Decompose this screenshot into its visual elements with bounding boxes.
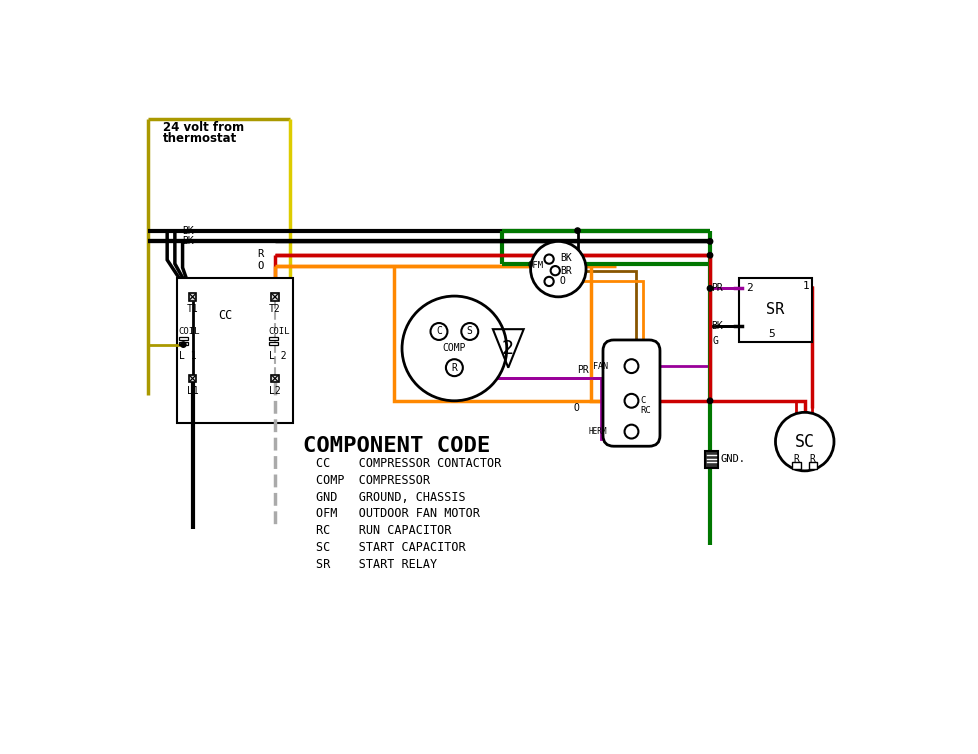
Text: T2: T2 <box>269 304 281 314</box>
Text: GND   GROUND, CHASSIS: GND GROUND, CHASSIS <box>316 491 465 504</box>
Text: L 2: L 2 <box>269 351 287 361</box>
Bar <box>808 461 817 468</box>
Text: COMP  COMPRESSOR: COMP COMPRESSOR <box>316 474 429 486</box>
Text: PR: PR <box>577 365 589 375</box>
Circle shape <box>706 239 712 244</box>
Circle shape <box>775 412 833 470</box>
Text: L1: L1 <box>187 386 199 396</box>
Circle shape <box>706 286 712 291</box>
Bar <box>179 342 188 345</box>
Text: 24 volt from: 24 volt from <box>163 121 244 134</box>
FancyBboxPatch shape <box>602 340 659 446</box>
Bar <box>179 337 188 340</box>
Bar <box>269 337 278 340</box>
Text: T1: T1 <box>187 304 199 314</box>
Circle shape <box>181 342 186 348</box>
Bar <box>704 451 718 467</box>
Text: BK: BK <box>711 321 723 331</box>
Text: 1: 1 <box>802 281 809 291</box>
Text: COIL: COIL <box>179 327 200 336</box>
Text: COIL: COIL <box>269 327 290 336</box>
Text: FAN: FAN <box>593 362 607 371</box>
Circle shape <box>544 255 554 264</box>
Circle shape <box>624 359 638 373</box>
Circle shape <box>624 425 638 439</box>
Bar <box>189 375 197 382</box>
Text: thermostat: thermostat <box>163 133 238 146</box>
Circle shape <box>706 398 712 403</box>
Text: 5: 5 <box>767 329 774 339</box>
Circle shape <box>706 253 712 258</box>
Text: GND.: GND. <box>720 454 745 464</box>
Text: SR    START RELAY: SR START RELAY <box>316 558 436 572</box>
Text: BR: BR <box>559 265 571 276</box>
Text: L 1: L 1 <box>179 351 197 361</box>
Text: R: R <box>451 363 457 372</box>
Text: COMP: COMP <box>442 343 466 354</box>
Text: R: R <box>809 454 815 464</box>
Text: OFM: OFM <box>526 261 543 270</box>
Text: C: C <box>640 397 645 406</box>
Text: S: S <box>467 326 472 336</box>
Text: G: G <box>712 336 718 346</box>
Text: C: C <box>435 326 441 336</box>
Circle shape <box>445 359 463 376</box>
Text: RC    RUN CAPACITOR: RC RUN CAPACITOR <box>316 525 451 538</box>
Text: COMPONENT CODE: COMPONENT CODE <box>303 437 490 456</box>
Text: HERM: HERM <box>588 427 606 436</box>
Circle shape <box>430 323 447 340</box>
Circle shape <box>550 266 559 275</box>
Text: OFM   OUTDOOR FAN MOTOR: OFM OUTDOOR FAN MOTOR <box>316 507 479 520</box>
Text: R: R <box>792 454 798 464</box>
Bar <box>737 278 811 342</box>
Text: BK: BK <box>559 253 571 263</box>
Text: R: R <box>257 250 263 259</box>
Text: CC    COMPRESSOR CONTACTOR: CC COMPRESSOR CONTACTOR <box>316 457 501 470</box>
Bar <box>177 278 292 423</box>
Bar <box>189 293 197 301</box>
Bar <box>271 293 279 301</box>
Circle shape <box>544 277 554 286</box>
Bar <box>791 461 800 468</box>
Bar <box>271 375 279 382</box>
Text: 2: 2 <box>502 339 514 358</box>
Text: O: O <box>559 277 565 287</box>
Circle shape <box>402 296 507 401</box>
Text: SC    START CAPACITOR: SC START CAPACITOR <box>316 541 465 554</box>
Text: O: O <box>573 403 579 413</box>
Text: L2: L2 <box>269 386 281 396</box>
Text: CC: CC <box>217 309 232 322</box>
Text: SR: SR <box>765 302 783 317</box>
Text: SC: SC <box>794 433 814 451</box>
Text: BK: BK <box>182 237 194 247</box>
Circle shape <box>461 323 478 340</box>
Circle shape <box>624 394 638 408</box>
Circle shape <box>530 241 586 297</box>
Text: O: O <box>257 261 263 271</box>
Text: PR: PR <box>711 284 723 293</box>
Bar <box>269 342 278 345</box>
Circle shape <box>574 228 580 233</box>
Text: 2: 2 <box>745 283 752 293</box>
Text: RC: RC <box>640 406 650 415</box>
Text: BK: BK <box>182 225 194 235</box>
